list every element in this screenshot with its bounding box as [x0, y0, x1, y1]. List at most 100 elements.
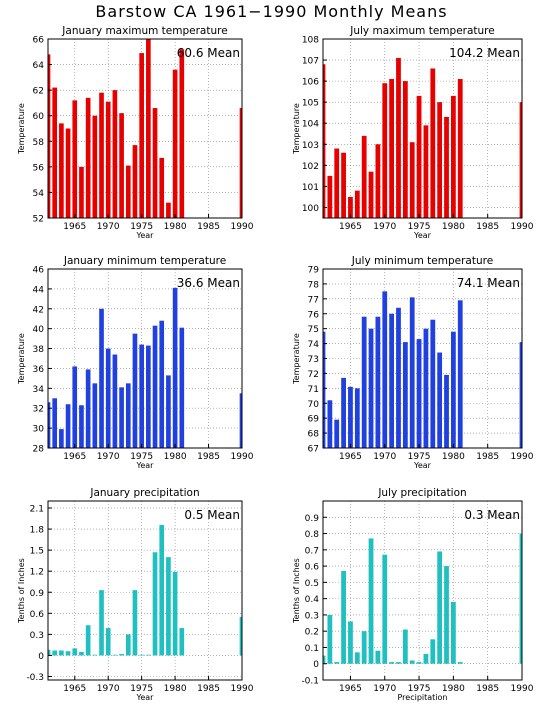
- bar-1966: [79, 651, 84, 656]
- bar-1980: [172, 69, 178, 218]
- y-tick-label: 0.6: [30, 610, 45, 620]
- bar-1973: [125, 634, 131, 656]
- x-tick-label: 1985: [197, 684, 220, 694]
- y-tick-label: 2.1: [30, 505, 44, 515]
- y-tick-label: 42: [33, 305, 44, 315]
- bar-1967: [361, 631, 367, 664]
- y-tick-label: 0.6: [305, 563, 320, 573]
- x-axis-label: Year: [136, 461, 155, 470]
- bar-1978: [159, 157, 165, 218]
- bar-1964: [65, 128, 71, 218]
- bar-1964: [65, 651, 71, 656]
- chart-panel-1: 100 101 102 103 104 105 106 107 108 1965 1970 1975 1…: [292, 25, 534, 240]
- y-tick-label: 107: [302, 57, 319, 67]
- bar-1965: [72, 100, 78, 218]
- y-tick-label: 62: [33, 87, 44, 97]
- bar-1979: [166, 557, 171, 656]
- bar-1973: [125, 165, 131, 218]
- y-tick-label: 106: [302, 78, 319, 88]
- y-tick-label: 68: [308, 430, 320, 440]
- plot-frame: [47, 268, 243, 449]
- x-tick-label: 1975: [408, 452, 431, 462]
- y-tick-label: 78: [308, 280, 320, 290]
- bar-1981: [457, 300, 463, 448]
- x-tick-label: 1990: [231, 452, 254, 462]
- x-tick-label: 1975: [408, 684, 431, 694]
- bar-1980: [450, 95, 456, 218]
- y-tick-label: 0.3: [30, 631, 44, 641]
- chart-panel-3: 67 68 69 70 71 72 73 74 75 76 77 78 79 1965 1970 1975 19…: [292, 255, 534, 470]
- bar-1971: [389, 79, 395, 218]
- bar-1990: [519, 533, 522, 664]
- y-tick-label: 71: [308, 385, 319, 395]
- bar-1977: [430, 68, 436, 218]
- plot-frame: [322, 38, 523, 219]
- y-axis-label: Temperature: [17, 333, 26, 385]
- y-tick-label: 102: [302, 162, 319, 172]
- bar-1980: [172, 571, 178, 656]
- bar-1968: [92, 383, 98, 448]
- bar-1973: [402, 342, 408, 448]
- bar-1978: [159, 320, 165, 448]
- y-tick-label: 0.9: [30, 589, 45, 599]
- bar-1974: [409, 660, 415, 664]
- chart-panel-5: -0.1 0 0.1 0.2 0.3 0.4 0.5 0.6 0.7 0.8 0.9 1965 1970…: [292, 487, 534, 702]
- bar-1979: [166, 202, 171, 218]
- bar-1975: [139, 53, 144, 218]
- bar-1965: [72, 648, 78, 656]
- mean-label: 0.5 Mean: [184, 508, 240, 522]
- bar-1976: [423, 328, 429, 448]
- x-tick-label: 1965: [63, 222, 86, 232]
- x-tick-label: 1985: [197, 222, 220, 232]
- x-tick-label: 1970: [373, 222, 396, 232]
- x-tick-label: 1970: [97, 452, 120, 462]
- bar-1962: [327, 175, 333, 218]
- y-axis-label: Temperature: [17, 103, 26, 155]
- bar-1961: [48, 402, 51, 448]
- bar-1981: [179, 327, 185, 448]
- y-tick-label: 54: [33, 189, 45, 199]
- x-tick-label: 1970: [373, 684, 396, 694]
- bar-1974: [132, 590, 138, 656]
- y-tick-label: 74: [308, 340, 320, 350]
- bar-1970: [105, 101, 111, 218]
- bar-1970: [105, 628, 111, 656]
- bar-1990: [239, 616, 242, 656]
- bar-1967: [85, 369, 91, 448]
- bar-1968: [368, 171, 374, 218]
- y-tick-label: 77: [308, 295, 319, 305]
- x-tick-label: 1980: [164, 452, 187, 462]
- bar-1968: [92, 654, 98, 656]
- bar-1971: [389, 662, 395, 664]
- bar-1981: [179, 628, 185, 656]
- page-title: Barstow CA 1961−1990 Monthly Means: [95, 2, 448, 21]
- plot-frame: [47, 500, 243, 681]
- y-tick-label: -0.3: [26, 673, 44, 683]
- y-tick-label: 1.5: [30, 547, 44, 557]
- y-axis-label: Tenths of Inches: [292, 558, 301, 624]
- y-tick-label: -0.1: [301, 677, 319, 687]
- y-tick-label: 75: [308, 325, 319, 335]
- y-tick-label: 0.8: [305, 530, 320, 540]
- x-tick-label: 1965: [339, 452, 362, 462]
- bar-1962: [52, 398, 58, 448]
- bar-1961: [323, 331, 326, 448]
- bar-1980: [450, 331, 456, 448]
- x-axis-label: Year: [413, 461, 432, 470]
- y-tick-label: 79: [308, 266, 320, 276]
- bar-1975: [416, 95, 422, 218]
- bar-1973: [125, 383, 131, 448]
- x-tick-label: 1970: [373, 452, 396, 462]
- bar-1978: [437, 551, 443, 664]
- bar-1972: [119, 113, 124, 218]
- bar-1971: [389, 313, 395, 448]
- bar-1978: [159, 524, 165, 656]
- bar-1963: [334, 419, 340, 448]
- bar-1981: [179, 49, 185, 218]
- bar-1975: [416, 662, 422, 664]
- bar-1980: [450, 601, 456, 664]
- y-tick-label: 30: [33, 425, 45, 435]
- x-tick-label: 1985: [476, 222, 499, 232]
- bar-1970: [105, 348, 111, 448]
